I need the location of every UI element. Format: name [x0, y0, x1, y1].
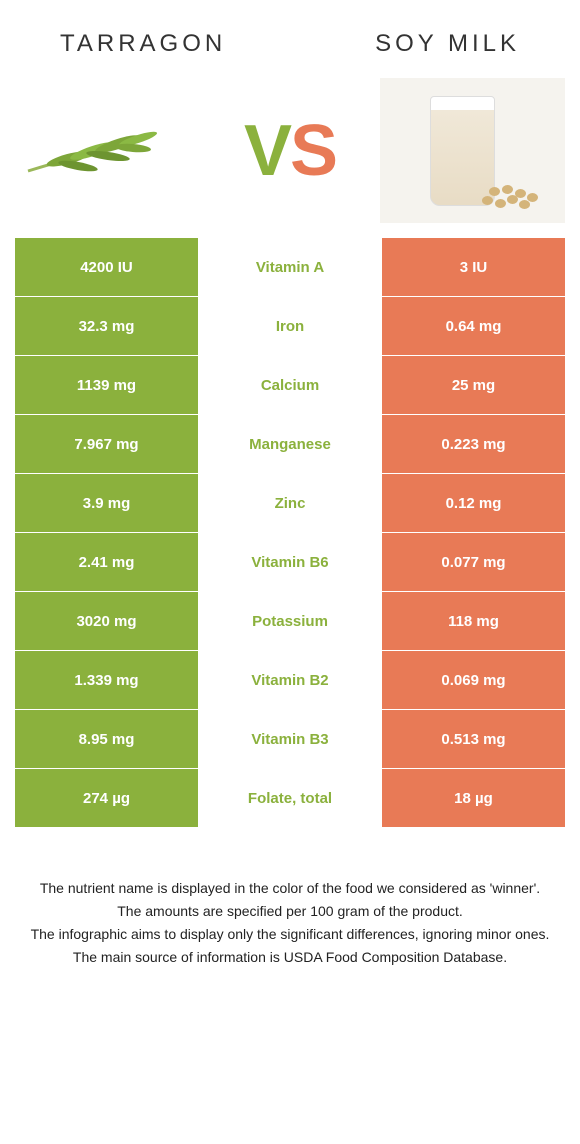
- nutrient-row: 2.41 mgVitamin B60.077 mg: [15, 533, 565, 592]
- nutrient-label: Zinc: [198, 474, 382, 532]
- nutrient-row: 8.95 mgVitamin B30.513 mg: [15, 710, 565, 769]
- tarragon-image: [15, 78, 200, 223]
- footer-notes: The nutrient name is displayed in the co…: [0, 828, 580, 968]
- left-value: 7.967 mg: [15, 415, 198, 473]
- nutrient-label: Vitamin B3: [198, 710, 382, 768]
- vs-v: V: [244, 111, 290, 191]
- right-value: 0.12 mg: [382, 474, 565, 532]
- images-row: VS: [0, 78, 580, 238]
- nutrient-row: 7.967 mgManganese0.223 mg: [15, 415, 565, 474]
- right-value: 0.069 mg: [382, 651, 565, 709]
- soybeans-icon: [477, 181, 547, 211]
- right-value: 25 mg: [382, 356, 565, 414]
- left-food-title: Tarragon: [60, 30, 226, 58]
- nutrient-row: 3020 mgPotassium118 mg: [15, 592, 565, 651]
- nutrient-label: Folate, total: [198, 769, 382, 827]
- header-row: Tarragon Soy milk: [0, 0, 580, 78]
- left-value: 8.95 mg: [15, 710, 198, 768]
- footer-line: The infographic aims to display only the…: [30, 924, 550, 945]
- nutrient-row: 32.3 mgIron0.64 mg: [15, 297, 565, 356]
- footer-line: The nutrient name is displayed in the co…: [30, 878, 550, 899]
- left-value: 3020 mg: [15, 592, 198, 650]
- nutrient-label: Iron: [198, 297, 382, 355]
- nutrient-row: 3.9 mgZinc0.12 mg: [15, 474, 565, 533]
- nutrient-label: Calcium: [198, 356, 382, 414]
- nutrient-label: Vitamin A: [198, 238, 382, 296]
- left-value: 3.9 mg: [15, 474, 198, 532]
- nutrient-row: 4200 IUVitamin A3 IU: [15, 238, 565, 297]
- right-food-title: Soy milk: [375, 30, 520, 58]
- vs-s: S: [290, 111, 336, 191]
- left-value: 1139 mg: [15, 356, 198, 414]
- right-value: 0.223 mg: [382, 415, 565, 473]
- left-value: 4200 IU: [15, 238, 198, 296]
- right-value: 0.64 mg: [382, 297, 565, 355]
- nutrient-label: Vitamin B6: [198, 533, 382, 591]
- nutrient-row: 1139 mgCalcium25 mg: [15, 356, 565, 415]
- nutrient-table: 4200 IUVitamin A3 IU32.3 mgIron0.64 mg11…: [0, 238, 580, 828]
- left-value: 2.41 mg: [15, 533, 198, 591]
- right-value: 18 µg: [382, 769, 565, 827]
- left-value: 1.339 mg: [15, 651, 198, 709]
- nutrient-row: 274 µgFolate, total18 µg: [15, 769, 565, 828]
- nutrient-label: Vitamin B2: [198, 651, 382, 709]
- left-value: 32.3 mg: [15, 297, 198, 355]
- right-value: 0.513 mg: [382, 710, 565, 768]
- footer-line: The amounts are specified per 100 gram o…: [30, 901, 550, 922]
- nutrient-label: Potassium: [198, 592, 382, 650]
- nutrient-label: Manganese: [198, 415, 382, 473]
- footer-line: The main source of information is USDA F…: [30, 947, 550, 968]
- right-value: 0.077 mg: [382, 533, 565, 591]
- nutrient-row: 1.339 mgVitamin B20.069 mg: [15, 651, 565, 710]
- soymilk-image: [380, 78, 565, 223]
- left-value: 274 µg: [15, 769, 198, 827]
- vs-label: VS: [244, 110, 336, 192]
- right-value: 3 IU: [382, 238, 565, 296]
- right-value: 118 mg: [382, 592, 565, 650]
